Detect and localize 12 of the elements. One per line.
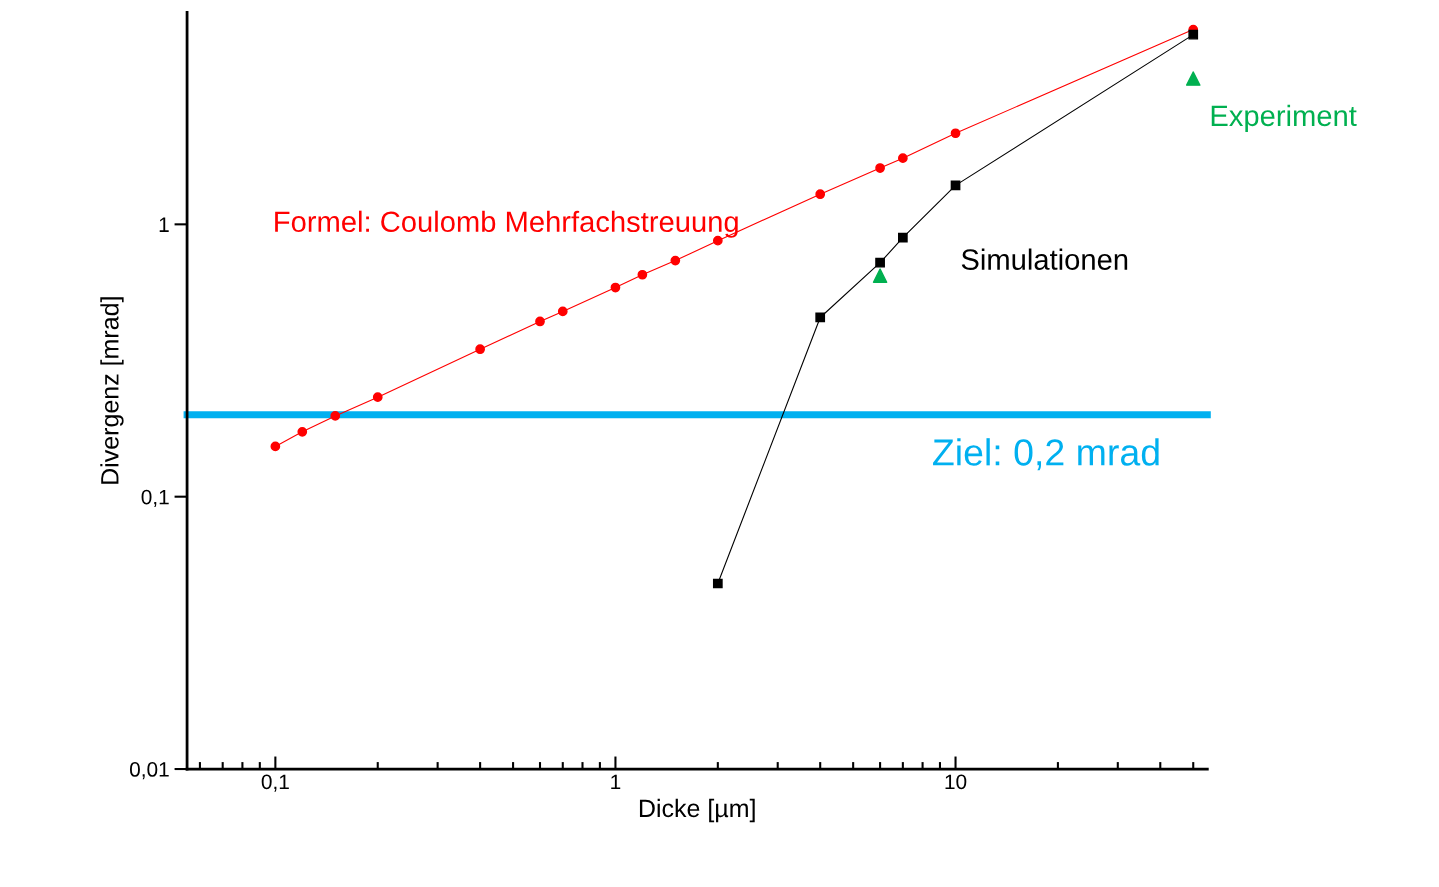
series-label: Simulationen bbox=[961, 248, 1128, 270]
x-tick-label: 10 bbox=[945, 774, 967, 790]
y-tick-label: 0,01 bbox=[129, 762, 169, 780]
series-label: Experiment bbox=[1211, 104, 1357, 132]
series-label: Formel: Coulomb Mehrfachstreuung bbox=[275, 210, 738, 238]
x-tick-label: 1 bbox=[611, 774, 621, 789]
y-axis-title: Divergenz [mrad] bbox=[100, 297, 124, 484]
ref-line-label: Ziel: 0,2 mrad bbox=[933, 438, 1159, 471]
x-axis-title: Dicke [µm] bbox=[639, 798, 755, 823]
y-tick-label: 1 bbox=[159, 217, 169, 232]
x-tick-label: 0,1 bbox=[261, 774, 289, 792]
y-tick-label: 0,1 bbox=[141, 489, 169, 507]
